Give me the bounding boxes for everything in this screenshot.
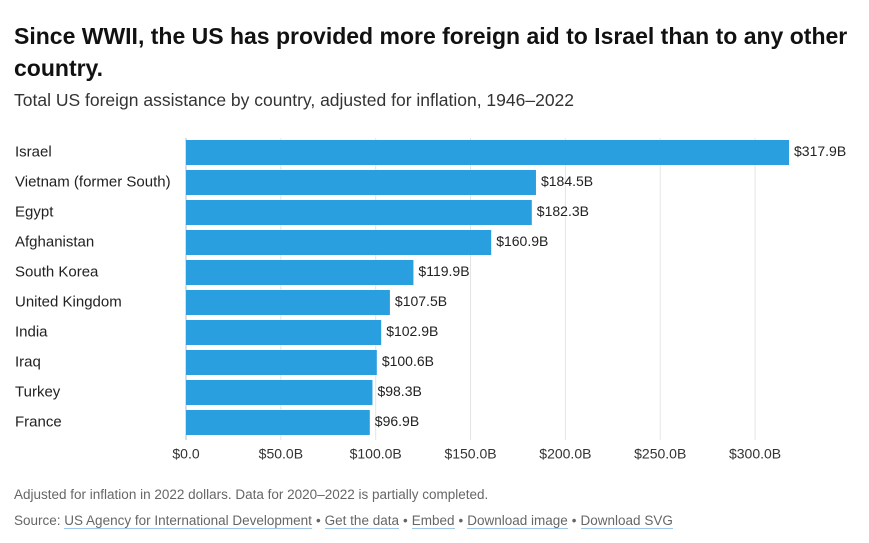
x-tick-label: $200.0B: [539, 446, 591, 462]
bar: [186, 140, 790, 165]
chart-notes: Adjusted for inflation in 2022 dollars. …: [14, 487, 489, 502]
bar: [186, 170, 536, 195]
data-label: $160.9B: [496, 233, 548, 249]
data-label: $102.9B: [386, 323, 438, 339]
download-image-link[interactable]: Download image: [467, 513, 568, 529]
category-label: Afghanistan: [15, 233, 94, 250]
x-tick-label: $150.0B: [444, 446, 496, 462]
x-tick-label: $50.0B: [259, 446, 303, 462]
category-label: Iraq: [15, 353, 41, 370]
bar: [186, 260, 414, 285]
x-tick-label: $100.0B: [350, 446, 402, 462]
category-label: France: [15, 413, 62, 430]
bar: [186, 380, 373, 405]
source-prefix: Source:: [14, 513, 61, 528]
bar: [186, 230, 492, 255]
category-label: United Kingdom: [15, 293, 122, 310]
bar: [186, 350, 377, 375]
bar: [186, 200, 532, 225]
data-label: $96.9B: [375, 413, 419, 429]
separator: •: [402, 513, 408, 528]
get-data-link[interactable]: Get the data: [324, 513, 399, 529]
category-label: Turkey: [15, 383, 61, 400]
source-line: Source: US Agency for International Deve…: [14, 512, 673, 530]
bar: [186, 410, 370, 435]
category-label: South Korea: [15, 263, 99, 280]
bar: [186, 290, 390, 315]
separator: •: [315, 513, 321, 528]
category-label: Egypt: [15, 203, 54, 220]
data-label: $107.5B: [395, 293, 447, 309]
category-label: India: [15, 323, 48, 340]
data-label: $100.6B: [382, 353, 434, 369]
category-label: Vietnam (former South): [15, 173, 171, 190]
data-label: $98.3B: [377, 383, 421, 399]
data-label: $317.9B: [794, 143, 846, 159]
bar: [186, 320, 382, 345]
bar-chart: Israel $317.9B Vietnam (former South) $184.…: [15, 138, 846, 462]
chart-title: Since WWII, the US has provided more for…: [14, 23, 848, 81]
category-label: Israel: [15, 143, 52, 160]
separator: •: [571, 513, 577, 528]
chart-subtitle: Total US foreign assistance by country, …: [14, 90, 575, 110]
embed-link[interactable]: Embed: [411, 513, 455, 529]
data-label: $184.5B: [541, 173, 593, 189]
download-svg-link[interactable]: Download SVG: [580, 513, 673, 529]
x-tick-label: $300.0B: [729, 446, 781, 462]
source-org-link[interactable]: US Agency for International Development: [64, 513, 312, 529]
x-tick-label: $0.0: [172, 446, 199, 462]
data-label: $119.9B: [418, 263, 469, 279]
data-label: $182.3B: [537, 203, 589, 219]
x-tick-label: $250.0B: [634, 446, 686, 462]
separator: •: [458, 513, 464, 528]
